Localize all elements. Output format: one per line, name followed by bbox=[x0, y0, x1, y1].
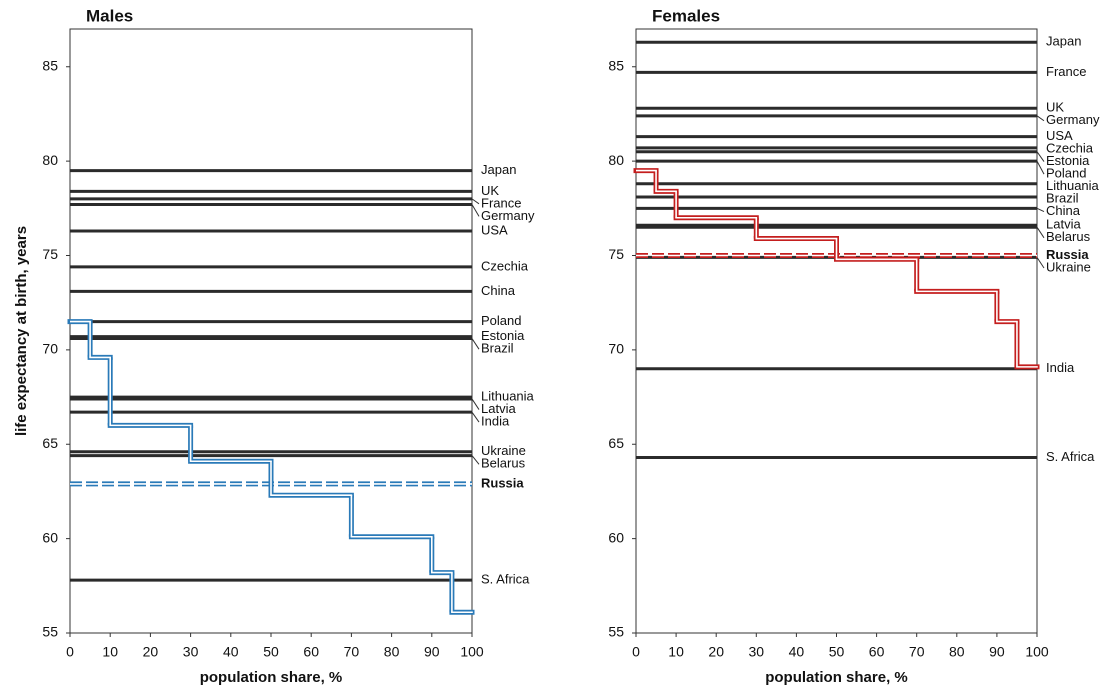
reference-label: India bbox=[481, 414, 510, 429]
reference-label: Japan bbox=[1046, 34, 1081, 49]
x-tick-label: 40 bbox=[789, 644, 805, 660]
x-tick-label: 30 bbox=[183, 644, 199, 660]
reference-label: USA bbox=[1046, 128, 1073, 143]
reference-label: Estonia bbox=[481, 328, 525, 343]
y-tick-label: 55 bbox=[42, 624, 58, 640]
y-tick-label: 70 bbox=[42, 341, 58, 357]
reference-label: Latvia bbox=[1046, 217, 1081, 232]
highlight-label: Russia bbox=[1046, 247, 1089, 262]
y-tick-label: 70 bbox=[608, 341, 624, 357]
reference-label: Lithuania bbox=[481, 389, 535, 404]
reference-label: Belarus bbox=[1046, 229, 1091, 244]
reference-label: Lithuania bbox=[1046, 178, 1100, 193]
y-tick-label: 60 bbox=[608, 529, 624, 545]
chart-title: Females bbox=[652, 6, 720, 25]
reference-label: Latvia bbox=[481, 401, 516, 416]
reference-label: Brazil bbox=[1046, 191, 1079, 206]
reference-label: India bbox=[1046, 360, 1075, 375]
plot-frame bbox=[69, 28, 473, 634]
y-tick-label: 55 bbox=[608, 624, 624, 640]
chart-title: Males bbox=[86, 6, 133, 25]
x-tick-label: 100 bbox=[460, 644, 484, 660]
y-tick-label: 80 bbox=[42, 152, 58, 168]
y-tick-label: 60 bbox=[42, 529, 58, 545]
plot-frame bbox=[635, 28, 1038, 634]
reference-label: S. Africa bbox=[481, 572, 530, 587]
reference-label: Germany bbox=[1046, 112, 1100, 127]
reference-label: Belarus bbox=[481, 456, 526, 471]
reference-label: France bbox=[481, 195, 521, 210]
reference-label: Poland bbox=[481, 313, 521, 328]
x-tick-label: 80 bbox=[384, 644, 400, 660]
x-axis-label: population share, % bbox=[765, 669, 908, 686]
x-tick-label: 90 bbox=[424, 644, 440, 660]
leader-line bbox=[471, 204, 480, 217]
x-tick-label: 100 bbox=[1025, 644, 1049, 660]
x-tick-label: 70 bbox=[344, 644, 360, 660]
reference-label: Poland bbox=[1046, 166, 1086, 181]
reference-label: Czechia bbox=[481, 258, 529, 273]
reference-label: Germany bbox=[481, 208, 535, 223]
reference-label: Ukraine bbox=[1046, 259, 1091, 274]
x-tick-label: 50 bbox=[263, 644, 279, 660]
reference-label: Ukraine bbox=[481, 443, 526, 458]
reference-label: Czechia bbox=[1046, 141, 1094, 156]
leader-line bbox=[1036, 207, 1045, 213]
leader-line bbox=[471, 338, 480, 350]
leader-line bbox=[1036, 115, 1045, 122]
leader-line bbox=[471, 198, 480, 205]
reference-label: UK bbox=[1046, 100, 1064, 115]
x-tick-label: 70 bbox=[909, 644, 925, 660]
x-tick-label: 0 bbox=[632, 644, 640, 660]
reference-label: UK bbox=[481, 183, 499, 198]
reference-label: China bbox=[481, 283, 516, 298]
x-tick-label: 90 bbox=[989, 644, 1005, 660]
x-axis-label: population share, % bbox=[200, 669, 343, 686]
y-axis-label: life expectancy at birth, years bbox=[13, 226, 30, 436]
reference-label: Japan bbox=[481, 162, 516, 177]
reference-label: S. Africa bbox=[1046, 449, 1095, 464]
x-tick-label: 50 bbox=[829, 644, 845, 660]
leader-line bbox=[471, 398, 480, 410]
x-tick-label: 0 bbox=[66, 644, 74, 660]
x-tick-label: 10 bbox=[668, 644, 684, 660]
y-tick-label: 85 bbox=[42, 57, 58, 73]
y-tick-label: 65 bbox=[42, 435, 58, 451]
reference-label: USA bbox=[481, 222, 508, 237]
reference-label: China bbox=[1046, 203, 1081, 218]
x-tick-label: 40 bbox=[223, 644, 239, 660]
x-tick-label: 10 bbox=[102, 644, 118, 660]
y-tick-label: 65 bbox=[608, 435, 624, 451]
highlight-label: Russia bbox=[481, 475, 524, 490]
x-tick-label: 60 bbox=[303, 644, 319, 660]
x-tick-label: 60 bbox=[869, 644, 885, 660]
y-tick-label: 85 bbox=[608, 57, 624, 73]
leader-line bbox=[1036, 151, 1045, 162]
x-tick-label: 30 bbox=[749, 644, 765, 660]
reference-label: Estonia bbox=[1046, 153, 1090, 168]
leader-line bbox=[1036, 160, 1045, 175]
leader-line bbox=[1036, 226, 1045, 239]
reference-label: France bbox=[1046, 64, 1086, 79]
x-tick-label: 80 bbox=[949, 644, 965, 660]
y-tick-label: 75 bbox=[608, 246, 624, 262]
reference-label: Brazil bbox=[481, 341, 514, 356]
leader-line bbox=[1036, 257, 1045, 269]
leader-line bbox=[471, 455, 480, 465]
x-tick-label: 20 bbox=[143, 644, 159, 660]
x-tick-label: 20 bbox=[708, 644, 724, 660]
y-tick-label: 75 bbox=[42, 246, 58, 262]
leader-line bbox=[471, 411, 480, 423]
y-tick-label: 80 bbox=[608, 152, 624, 168]
